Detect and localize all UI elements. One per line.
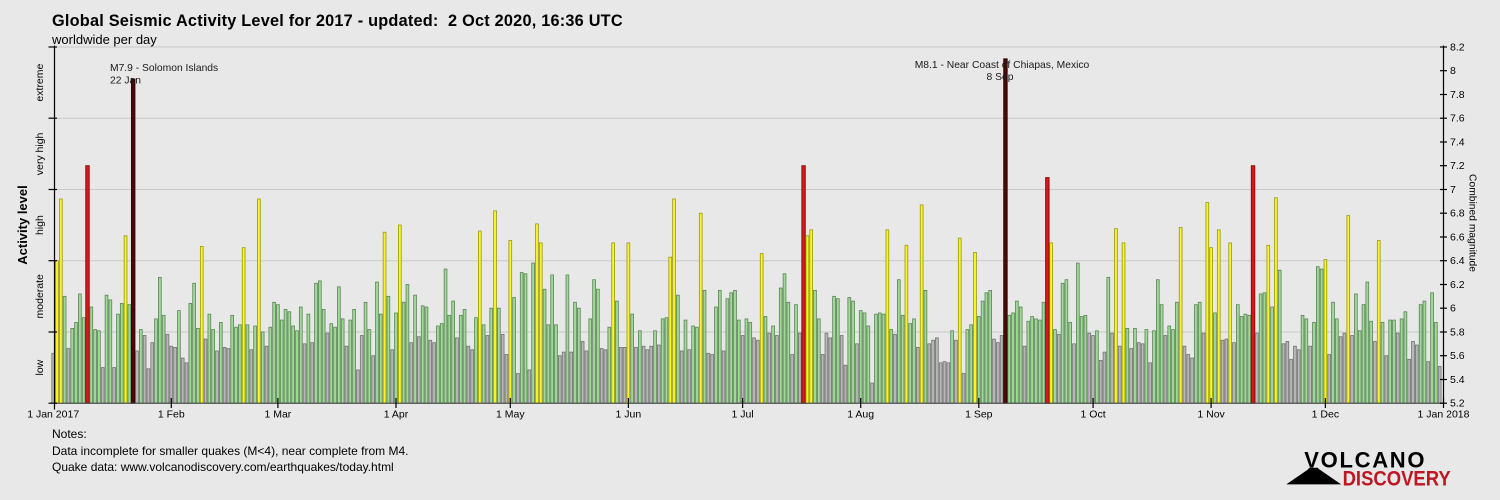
svg-text:7.4: 7.4 xyxy=(1450,137,1465,149)
svg-text:6: 6 xyxy=(1450,303,1456,315)
svg-text:5.6: 5.6 xyxy=(1450,350,1465,362)
svg-text:1 Aug: 1 Aug xyxy=(847,409,874,421)
svg-text:8: 8 xyxy=(1450,65,1456,77)
svg-text:1 Nov: 1 Nov xyxy=(1197,409,1225,421)
svg-text:Activity level: Activity level xyxy=(15,185,30,265)
svg-text:6.4: 6.4 xyxy=(1450,255,1465,267)
svg-text:7: 7 xyxy=(1450,184,1456,196)
svg-text:7.6: 7.6 xyxy=(1450,113,1465,125)
svg-text:1 Dec: 1 Dec xyxy=(1312,409,1339,421)
svg-text:7.8: 7.8 xyxy=(1450,89,1465,101)
svg-text:1 May: 1 May xyxy=(496,409,525,421)
svg-text:6.6: 6.6 xyxy=(1450,232,1465,244)
svg-text:5.2: 5.2 xyxy=(1450,398,1465,410)
svg-text:1 Apr: 1 Apr xyxy=(384,409,409,421)
svg-text:5.8: 5.8 xyxy=(1450,327,1465,339)
svg-text:1 Jun: 1 Jun xyxy=(616,409,642,421)
svg-text:1 Sep: 1 Sep xyxy=(965,409,993,421)
svg-text:8.2: 8.2 xyxy=(1450,42,1465,54)
svg-text:6.8: 6.8 xyxy=(1450,208,1465,220)
svg-text:8 Sep: 8 Sep xyxy=(987,72,1014,83)
svg-text:5.4: 5.4 xyxy=(1450,374,1465,386)
svg-text:very high: very high xyxy=(34,132,46,175)
svg-text:M7.9 - Solomon Islands: M7.9 - Solomon Islands xyxy=(110,63,218,74)
svg-text:VOLCANO: VOLCANO xyxy=(1304,448,1426,472)
svg-text:22 Jan: 22 Jan xyxy=(110,76,141,87)
svg-text:DISCOVERY: DISCOVERY xyxy=(1343,467,1451,490)
svg-text:1 Oct: 1 Oct xyxy=(1081,409,1106,421)
svg-text:Combined magnitude: Combined magnitude xyxy=(1467,174,1478,272)
svg-text:1 Jan 2017: 1 Jan 2017 xyxy=(27,409,79,421)
svg-text:low: low xyxy=(34,359,46,375)
svg-text:M8.1 - Near Coast of Chiapas,: M8.1 - Near Coast of Chiapas, Mexico xyxy=(915,60,1090,71)
svg-text:7.2: 7.2 xyxy=(1450,160,1465,172)
svg-text:1 Jan 2018: 1 Jan 2018 xyxy=(1418,409,1470,421)
svg-text:1 Jul: 1 Jul xyxy=(732,409,754,421)
svg-text:moderate: moderate xyxy=(34,274,46,319)
svg-text:1 Feb: 1 Feb xyxy=(158,409,185,421)
svg-text:high: high xyxy=(34,215,46,235)
svg-text:1 Mar: 1 Mar xyxy=(264,409,291,421)
svg-text:extreme: extreme xyxy=(34,63,46,101)
svg-text:6.2: 6.2 xyxy=(1450,279,1465,291)
